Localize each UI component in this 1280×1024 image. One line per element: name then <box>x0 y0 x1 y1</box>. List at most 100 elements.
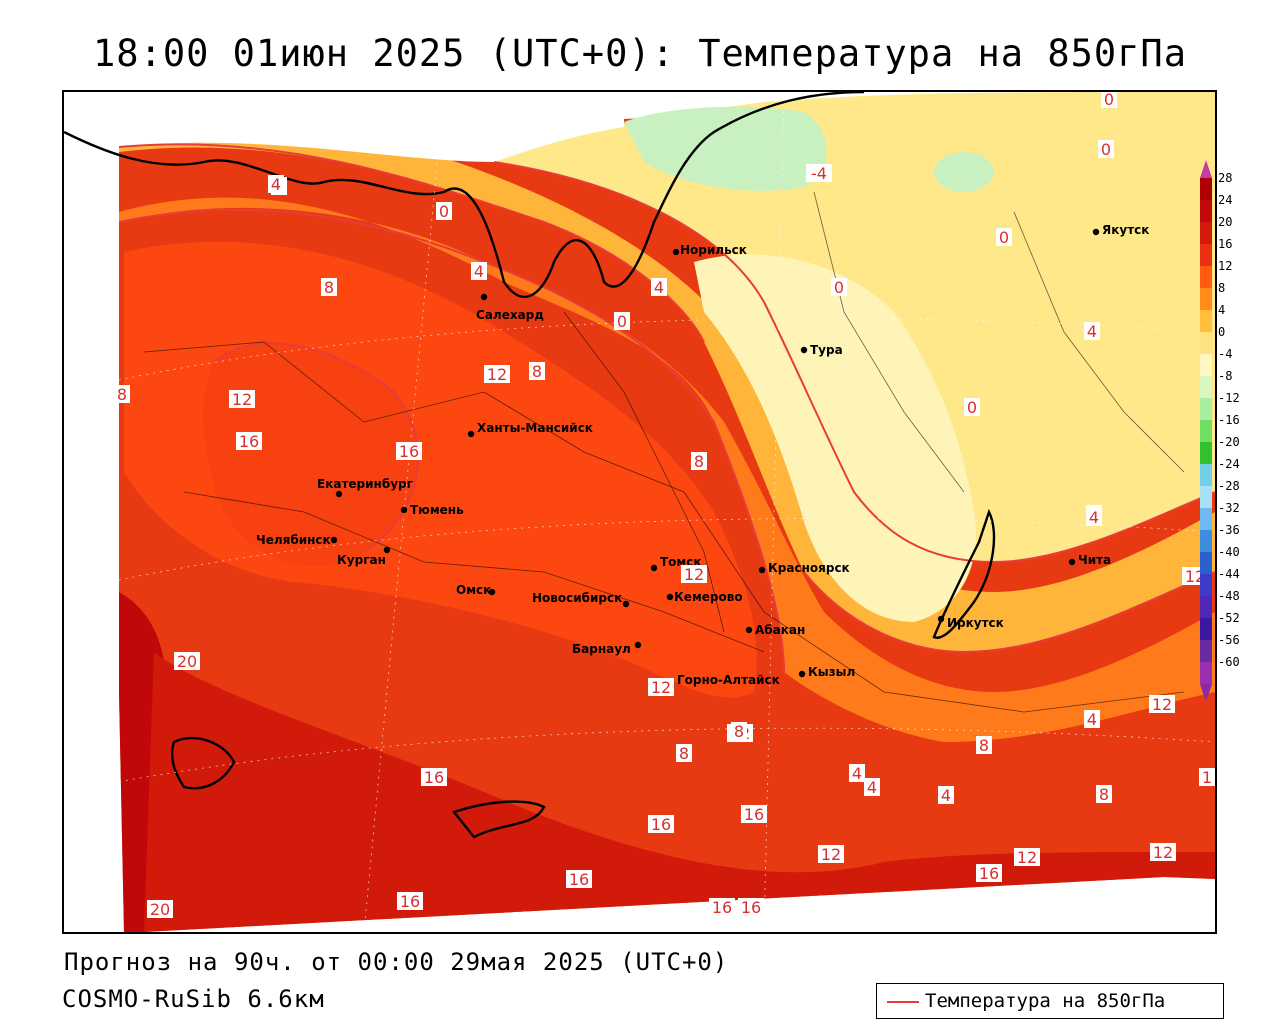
graticule-5 <box>763 92 785 932</box>
scale-swatch <box>1200 574 1212 596</box>
scale-tick-label: -56 <box>1218 633 1240 647</box>
contour-label-bg <box>114 385 130 403</box>
scale-swatch <box>1200 420 1212 442</box>
city-dot <box>488 588 496 596</box>
contour-label-bg <box>1149 695 1175 713</box>
scale-tick-label: -36 <box>1218 523 1240 537</box>
scale-swatch <box>1200 288 1212 310</box>
city-label: Горно-Алтайск <box>677 673 780 687</box>
scale-tick-label: -24 <box>1218 457 1240 471</box>
contour-label-bg <box>964 398 980 416</box>
zone-8 <box>119 197 1215 742</box>
contour-label-bg <box>938 786 954 804</box>
city-dot <box>480 293 488 301</box>
contour-label-bg <box>849 764 865 782</box>
scale-top-arrow <box>1200 160 1212 178</box>
city-label: Тура <box>810 343 843 357</box>
contour-label: 16 <box>744 805 764 824</box>
contour-label-bg <box>996 228 1012 246</box>
contour-label: 4 <box>654 278 664 297</box>
contour-label-bg <box>681 565 707 583</box>
city-label: Кемерово <box>674 590 743 604</box>
scale-swatch <box>1200 486 1212 508</box>
zone-12 <box>124 241 757 698</box>
map-canvas: Норильск Якутск Салехард Тура Ханты-Мансийск… <box>64 92 1215 932</box>
city-dot <box>330 536 338 544</box>
contour-label: 0 <box>439 202 449 221</box>
scale-tick-label: -28 <box>1218 479 1240 493</box>
contour-label-bg <box>709 898 735 916</box>
contour-label: 4 <box>271 175 281 194</box>
contour-label: 0 <box>999 228 1009 247</box>
contour-label-bg <box>566 870 592 888</box>
scale-tick-label: -16 <box>1218 413 1240 427</box>
contour-label-bg <box>1150 843 1176 861</box>
contour-line-d <box>803 571 1215 654</box>
contour-label: 4 <box>1087 322 1097 341</box>
contour-label: 4 <box>941 786 951 805</box>
city-label: Абакан <box>755 623 805 637</box>
scale-tick-label: 24 <box>1218 193 1232 207</box>
city-label: Красноярск <box>768 561 850 575</box>
city-dot <box>1068 558 1076 566</box>
scale-swatch <box>1200 266 1212 288</box>
scale-tick-label: -8 <box>1218 369 1232 383</box>
contour-label: 0 <box>1101 140 1111 159</box>
contour-label-bg <box>147 900 173 918</box>
city-label: Тюмень <box>410 503 464 517</box>
contour-label-bg <box>864 778 880 796</box>
scale-tick-label: 0 <box>1218 325 1225 339</box>
city-dot <box>467 430 475 438</box>
scale-tick-label: 4 <box>1218 303 1225 317</box>
contour-label: 4 <box>1089 508 1099 527</box>
contour-label: 20 <box>150 900 170 919</box>
admin-borders-4 <box>813 191 965 493</box>
scale-bottom-arrow <box>1200 684 1212 700</box>
city-label: Иркутск <box>947 616 1004 630</box>
contour-label: 8 <box>1099 785 1109 804</box>
admin-borders-2 <box>183 491 765 653</box>
temperature-map[interactable]: Норильск Якутск Салехард Тура Ханты-Мансийск… <box>62 90 1217 934</box>
contour-label-bg <box>818 845 844 863</box>
contour-label-bg <box>396 442 422 460</box>
contour-label: 8 <box>694 452 704 471</box>
contour-label: 16 <box>712 898 732 917</box>
city-label: Норильск <box>680 243 747 257</box>
zone-minus <box>694 254 976 622</box>
scale-swatch <box>1200 508 1212 530</box>
contour-label-bg <box>229 390 255 408</box>
map-title: 18:00 01июн 2025 (UTC+0): Температура на… <box>93 32 1187 75</box>
contour-label: 4 <box>867 778 877 797</box>
graticule-2 <box>64 518 1215 593</box>
city-dot <box>745 626 753 634</box>
scale-swatch <box>1200 398 1212 420</box>
contour-label: 0 <box>834 278 844 297</box>
scale-swatch <box>1200 640 1212 662</box>
contour-label-bg <box>676 744 692 762</box>
scale-swatch <box>1200 310 1212 332</box>
contour-label: 12 <box>1152 695 1172 714</box>
lake-balkhash <box>451 800 546 839</box>
city-dot <box>758 566 766 574</box>
contour-label-bg <box>268 175 284 193</box>
city-dot <box>622 600 630 608</box>
map-legend: Температура на 850гПа <box>876 983 1224 1019</box>
contour-label: 4 <box>852 764 862 783</box>
scale-swatch <box>1200 354 1212 376</box>
contour-label-bg <box>976 864 1002 882</box>
coastline <box>64 92 865 298</box>
contour-label: 16 <box>424 768 444 787</box>
city-label: Якутск <box>1102 223 1149 237</box>
scale-tick-label: -60 <box>1218 655 1240 669</box>
aral <box>170 736 236 790</box>
contour-label-bg <box>174 652 200 670</box>
contour-label-bg <box>421 768 447 786</box>
zone-north <box>119 92 624 162</box>
contour-label-bg <box>806 164 832 182</box>
contour-label: 12 <box>684 565 704 584</box>
contour-label: -4 <box>811 164 827 183</box>
city-dot <box>798 670 806 678</box>
city-label: Барнаул <box>572 642 631 656</box>
contour-label: 16 <box>239 432 259 451</box>
city-label: Екатеринбург <box>317 477 413 491</box>
